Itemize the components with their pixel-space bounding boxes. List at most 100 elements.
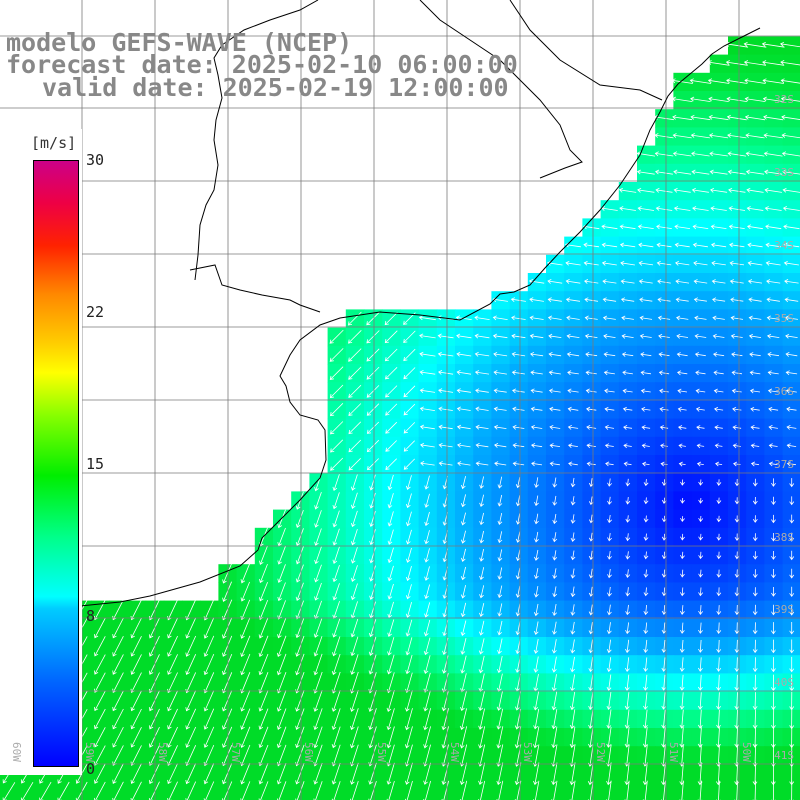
- wind-arrow: [712, 352, 725, 357]
- wind-arrow: [680, 533, 685, 541]
- wind-arrow: [130, 599, 142, 621]
- wind-arrow: [604, 443, 614, 449]
- wind-arrow: [366, 421, 380, 434]
- wind-cell: [327, 400, 347, 420]
- wind-arrow: [94, 763, 106, 784]
- wind-arrow: [331, 726, 341, 749]
- wind-arrow: [588, 532, 594, 542]
- wind-cell: [364, 455, 383, 474]
- wind-arrow: [659, 406, 669, 412]
- wind-arrow: [752, 515, 758, 523]
- wind-arrow: [530, 370, 543, 375]
- wind-arrow: [460, 638, 467, 655]
- wind-arrow: [606, 726, 612, 748]
- wind-arrow: [785, 352, 798, 357]
- wind-cell: [91, 764, 110, 784]
- wind-arrow: [405, 654, 413, 675]
- wind-arrow: [529, 315, 544, 321]
- wind-arrow: [441, 690, 449, 712]
- wind-arrow: [607, 533, 612, 542]
- wind-arrow: [698, 533, 704, 541]
- wind-arrow: [369, 583, 376, 600]
- wind-arrow: [789, 568, 795, 579]
- wind-arrow: [479, 585, 485, 599]
- wind-arrow: [643, 674, 649, 691]
- wind-arrow: [789, 780, 795, 800]
- wind-arrow: [625, 622, 630, 635]
- wind-arrow: [789, 550, 795, 561]
- wind-arrow: [714, 443, 723, 449]
- wind-arrow: [295, 762, 305, 785]
- wind-arrow: [713, 388, 724, 394]
- wind-arrow: [783, 242, 800, 248]
- wind-arrow: [676, 352, 688, 357]
- wind-arrow: [130, 727, 142, 748]
- wind-arrow: [714, 406, 724, 412]
- wind-arrow: [639, 297, 653, 303]
- wind-arrow: [552, 586, 558, 598]
- wind-arrow: [748, 297, 762, 303]
- wind-arrow: [332, 546, 340, 564]
- wind-arrow: [295, 491, 304, 510]
- wind-arrow: [752, 674, 758, 691]
- wind-arrow: [39, 781, 52, 800]
- coastline-main: [0, 27, 761, 621]
- lon-label: 50W: [740, 742, 753, 762]
- wind-cell: [91, 673, 110, 693]
- wind-arrow: [313, 708, 323, 731]
- wind-arrow: [639, 315, 653, 321]
- wind-arrow: [493, 351, 508, 357]
- wind-arrow: [420, 442, 435, 448]
- wind-cell: [91, 691, 110, 711]
- wind-arrow: [675, 297, 689, 303]
- wind-arrow: [643, 569, 649, 578]
- wind-arrow: [369, 547, 376, 564]
- wind-cell: [327, 436, 347, 456]
- wind-arrow: [620, 279, 635, 284]
- wind-arrow: [728, 187, 746, 193]
- wind-arrow: [479, 494, 484, 507]
- wind-arrow: [424, 602, 431, 618]
- wind-arrow: [696, 425, 705, 430]
- wind-arrow: [348, 384, 362, 398]
- wind-arrow: [752, 569, 758, 579]
- wind-arrow: [222, 617, 233, 639]
- wind-arrow: [258, 763, 269, 785]
- wind-arrow: [348, 348, 362, 362]
- wind-cell: [91, 746, 110, 765]
- wind-arrow: [693, 260, 708, 266]
- wind-arrow: [494, 461, 507, 467]
- wind-arrow: [762, 96, 784, 102]
- wind-arrow: [529, 333, 544, 339]
- wind-arrow: [601, 260, 617, 266]
- wind-arrow: [547, 279, 563, 284]
- wind-arrow: [710, 224, 727, 230]
- wind-arrow: [534, 586, 539, 598]
- wind-cell: [91, 709, 110, 729]
- wind-arrow: [423, 619, 431, 637]
- wind-arrow: [623, 425, 633, 430]
- wind-arrow: [167, 690, 178, 712]
- colorbar-tick-8: 8: [86, 607, 96, 625]
- wind-arrow: [789, 478, 795, 488]
- wind-arrow: [533, 638, 539, 654]
- wind-arrow: [496, 691, 503, 711]
- wind-arrow: [295, 708, 305, 730]
- wind-arrow: [731, 370, 743, 376]
- wind-arrow: [549, 424, 561, 430]
- wind-arrow: [533, 603, 539, 617]
- wind-arrow: [478, 673, 485, 693]
- wind-arrow: [403, 422, 416, 434]
- wind-arrow: [405, 584, 412, 600]
- wind-arrow: [277, 564, 286, 583]
- wind-arrow: [661, 639, 667, 653]
- wind-arrow: [313, 690, 323, 712]
- wind-arrow: [511, 370, 525, 375]
- wind-arrow: [734, 727, 740, 748]
- wind-arrow: [478, 762, 486, 785]
- wind-arrow: [385, 403, 398, 416]
- wind-arrow: [203, 690, 215, 712]
- wind-arrow: [732, 425, 742, 430]
- wind-arrow: [332, 474, 340, 492]
